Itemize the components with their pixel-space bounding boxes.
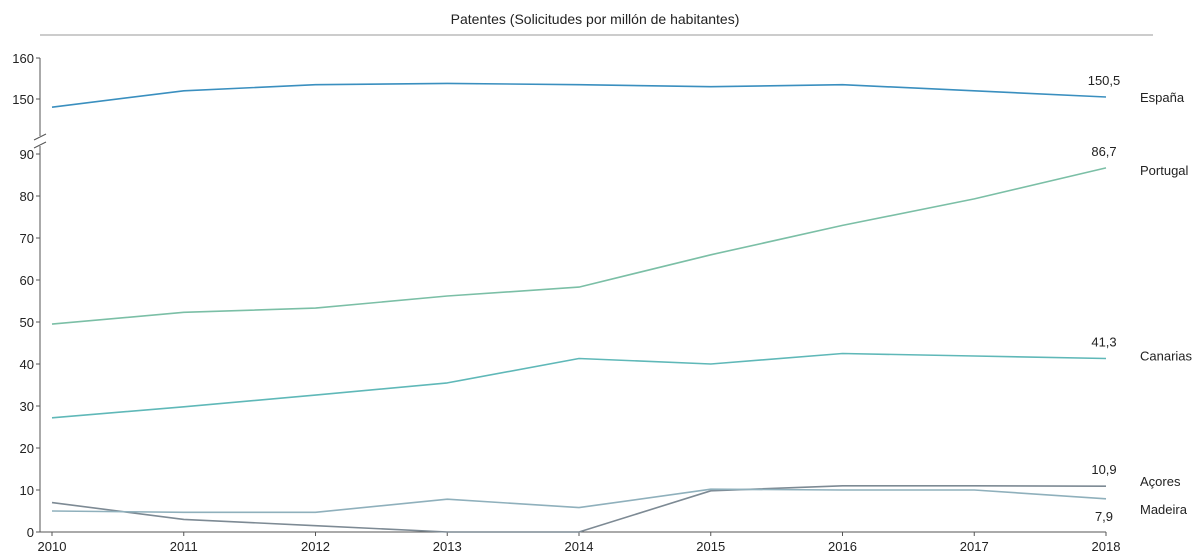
y-tick-label: 30 [20,399,34,414]
axis-break-mark [33,141,47,149]
y-tick-label: 10 [20,483,34,498]
series-name-label: Portugal [1140,163,1189,178]
x-tick-label: 2018 [1092,539,1121,554]
y-tick-label: 80 [20,189,34,204]
y-tick-label: 160 [12,51,34,66]
x-tick-label: 2012 [301,539,330,554]
y-tick-label: 70 [20,231,34,246]
y-tick-label: 90 [20,147,34,162]
series-line-madeira [51,488,1107,514]
series-line-canarias [51,352,1107,419]
x-tick-label: 2010 [38,539,67,554]
series-end-value-label: 7,9 [1095,509,1113,524]
y-tick-label: 150 [12,92,34,107]
series-name-label: Açores [1140,474,1181,489]
axis-break-mark [33,133,47,141]
x-tick-label: 2014 [565,539,594,554]
series-layer [51,82,1107,533]
series-end-value-label: 41,3 [1091,335,1116,350]
series-end-value-label: 10,9 [1091,462,1116,477]
labels-layer: España 150,5 Portugal 86,7 Canarias 41,3 Açore… [1088,73,1193,524]
axes: 0 10 20 30 40 50 60 70 80 90 150 160 2010 2011 2012 201… [12,51,1120,554]
y-tick-label: 40 [20,357,34,372]
y-tick-label: 20 [20,441,34,456]
series-name-label: Canarias [1140,349,1193,364]
series-line-portugal [51,167,1107,325]
x-tick-label: 2017 [960,539,989,554]
series-end-value-label: 86,7 [1091,144,1116,159]
chart-title: Patentes (Solicitudes por millón de habi… [451,11,740,27]
x-tick-label: 2016 [828,539,857,554]
x-tick-label: 2013 [433,539,462,554]
x-tick-label: 2015 [696,539,725,554]
y-tick-label: 50 [20,315,34,330]
series-line-espa-a [51,82,1107,108]
series-line-a-ores [51,484,1107,533]
series-name-label: España [1140,90,1185,105]
y-tick-label: 0 [27,525,34,540]
series-name-label: Madeira [1140,502,1188,517]
series-end-value-label: 150,5 [1088,73,1121,88]
x-tick-label: 2011 [170,539,198,554]
y-tick-label: 60 [20,273,34,288]
